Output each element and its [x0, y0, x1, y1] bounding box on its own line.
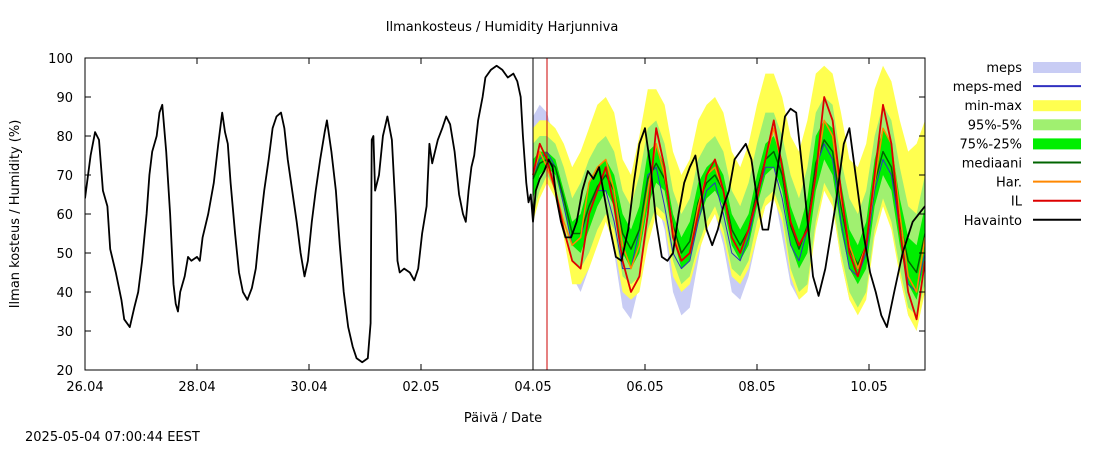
- x-tick-label: 26.04: [66, 380, 103, 395]
- x-axis-label: Päivä / Date: [464, 411, 542, 426]
- x-tick-label: 02.05: [402, 380, 439, 395]
- y-tick-label: 50: [56, 247, 73, 262]
- legend-label-meps: meps: [986, 61, 1022, 76]
- legend: meps meps-med min-max 95%-5% 75%-25% mediaani…: [953, 61, 1081, 229]
- series-il: [532, 96, 925, 321]
- legend-label-minmax: min-max: [964, 99, 1022, 114]
- y-tick-label: 90: [56, 91, 73, 106]
- legend-label-p75_25: 75%-25%: [960, 137, 1022, 152]
- y-tick-label: 80: [56, 130, 73, 145]
- timestamp: 2025-05-04 07:00:44 EEST: [25, 430, 200, 445]
- legend-label-havainto: Havainto: [964, 214, 1022, 229]
- y-tick-label: 70: [56, 169, 73, 184]
- legend-swatch-p75_25: [1033, 138, 1081, 150]
- x-tick-label: 06.05: [626, 380, 663, 395]
- y-axis-label: Ilman kosteus / Humidity (%): [8, 120, 23, 309]
- legend-label-il: IL: [1011, 195, 1023, 210]
- x-tick-label: 08.05: [738, 380, 775, 395]
- band-75-25: [533, 120, 925, 300]
- legend-swatch-minmax: [1033, 100, 1081, 112]
- plot-area: [85, 58, 925, 370]
- legend-label-meps_med: meps-med: [953, 80, 1022, 95]
- y-tick-label: 60: [56, 208, 73, 223]
- legend-swatch-p95_5: [1033, 119, 1081, 131]
- y-tick-label: 40: [56, 286, 73, 301]
- y-tick-label: 30: [56, 325, 73, 340]
- legend-label-p95_5: 95%-5%: [968, 118, 1022, 133]
- series-havainto: [85, 64, 925, 364]
- legend-swatch-meps: [1033, 62, 1081, 73]
- x-tick-label: 10.05: [850, 380, 887, 395]
- legend-label-mediaani: mediaani: [962, 157, 1022, 172]
- x-tick-label: 30.04: [290, 380, 327, 395]
- legend-label-har: Har.: [996, 176, 1022, 191]
- x-tick-label: 28.04: [178, 380, 215, 395]
- x-tick-label: 04.05: [514, 380, 551, 395]
- chart-title: Ilmankosteus / Humidity Harjunniva: [386, 20, 619, 35]
- y-tick-label: 100: [48, 52, 73, 67]
- y-tick-label: 20: [56, 364, 73, 379]
